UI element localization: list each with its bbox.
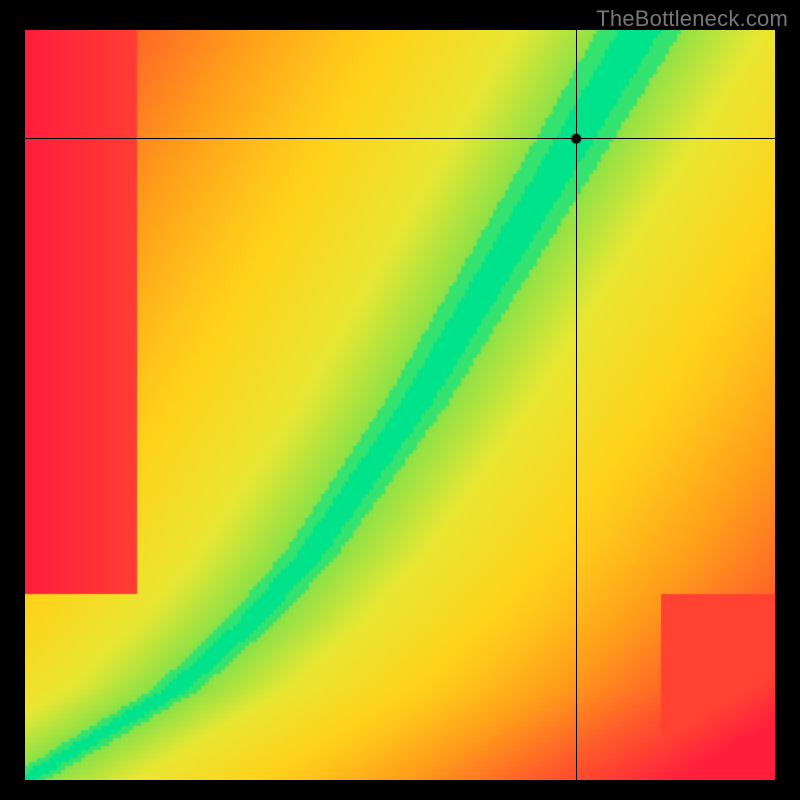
crosshair-marker <box>25 30 775 780</box>
watermark-text: TheBottleneck.com <box>596 6 788 32</box>
plot-area <box>25 30 775 780</box>
